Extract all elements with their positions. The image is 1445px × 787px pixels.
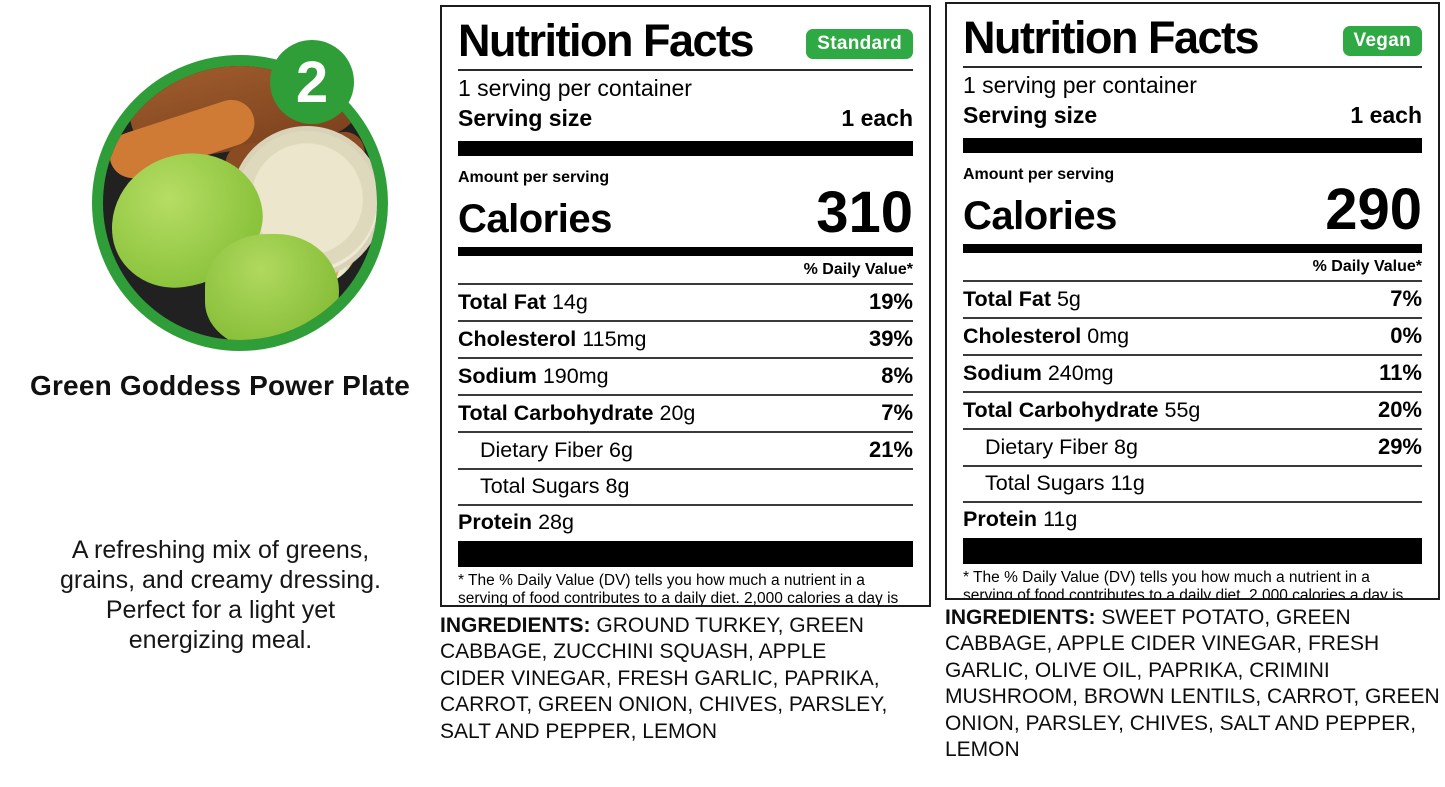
calories-label: Calories — [963, 194, 1117, 238]
nutrient-amount: 6g — [609, 438, 633, 462]
label-title: Nutrition Facts — [963, 12, 1260, 63]
divider-bar — [963, 138, 1422, 153]
serving-size-label: Serving size — [963, 102, 1098, 128]
nutrient-row-carbohydrate: Total Carbohydrate 55g 20% — [963, 393, 1422, 430]
nutrient-row-protein: Protein 28g — [458, 506, 913, 540]
nutrient-amount: 8g — [1114, 435, 1138, 459]
nutrient-dv: 39% — [868, 326, 913, 351]
daily-value-header: % Daily Value* — [963, 253, 1422, 282]
amount-per-serving-label: Amount per serving — [458, 169, 610, 186]
calories-row: Calories 290 — [963, 177, 1422, 242]
nutrition-label-standard: Nutrition Facts Standard 1 serving per c… — [440, 5, 931, 607]
nutrient-row-total-fat: Total Fat 5g 7% — [963, 282, 1422, 319]
nutrient-name: Dietary Fiber — [480, 438, 604, 462]
nutrient-row-sodium: Sodium 190mg 8% — [458, 359, 913, 396]
nutrient-row-sodium: Sodium 240mg 11% — [963, 356, 1422, 393]
nutrient-row-total-sugars: Total Sugars 8g — [458, 470, 913, 506]
ingredients-vegan: INGREDIENTS: SWEET POTATO, GREEN CABBAGE… — [945, 605, 1445, 764]
servings-per-container: 1 serving per container — [963, 72, 1197, 98]
serving-size-value: 1 each — [841, 105, 913, 131]
nutrient-dv: 7% — [881, 400, 913, 425]
nutrient-name: Protein — [963, 507, 1038, 531]
nutrient-name: Cholesterol — [458, 327, 577, 351]
nutrient-dv: 0% — [1390, 323, 1422, 348]
daily-value-header: % Daily Value* — [458, 256, 913, 285]
meal-title: Green Goddess Power Plate — [29, 370, 411, 401]
nutrient-name: Total Fat — [458, 290, 546, 314]
nutrient-dv: 19% — [868, 289, 913, 314]
nutrient-name: Cholesterol — [963, 324, 1082, 348]
serving-size-value: 1 each — [1350, 102, 1422, 128]
nutrient-row-dietary-fiber: Dietary Fiber 6g 21% — [458, 433, 913, 470]
ingredients-label: INGREDIENTS: — [945, 606, 1096, 629]
ingredients-label: INGREDIENTS: — [440, 614, 591, 637]
nutrient-name: Total Carbohydrate — [458, 401, 654, 425]
divider-bar — [458, 141, 913, 156]
nutrient-amount: 11g — [1043, 507, 1078, 531]
nutrient-name: Total Carbohydrate — [963, 398, 1159, 422]
variant-badge-standard: Standard — [806, 28, 913, 59]
nutrient-amount: 20g — [659, 401, 696, 425]
nutrient-row-dietary-fiber: Dietary Fiber 8g 29% — [963, 430, 1422, 467]
nutrition-label-vegan: Nutrition Facts Vegan 1 serving per cont… — [945, 2, 1440, 600]
nutrient-name: Total Sugars — [985, 471, 1105, 495]
meal-number-badge: 2 — [270, 40, 354, 124]
daily-value-footnote: * The % Daily Value (DV) tells you how m… — [458, 572, 899, 607]
label-header: Nutrition Facts Vegan — [963, 15, 1422, 68]
nutrient-row-protein: Protein 11g — [963, 503, 1422, 537]
nutrient-name: Total Fat — [963, 287, 1051, 311]
nutrient-dv: 21% — [868, 437, 913, 462]
ingredients-text: GROUND TURKEY, GREEN CABBAGE, ZUCCHINI S… — [440, 614, 888, 743]
serving-size-row: Serving size 1 each — [963, 99, 1422, 131]
nutrient-name: Sodium — [963, 361, 1042, 385]
divider-bar — [963, 538, 1422, 564]
nutrient-amount: 55g — [1164, 398, 1201, 422]
divider-bar — [458, 247, 913, 256]
serving-size-row: Serving size 1 each — [458, 102, 913, 134]
label-title: Nutrition Facts — [458, 15, 755, 66]
nutrient-name: Sodium — [458, 364, 537, 388]
calories-row: Calories 310 — [458, 180, 913, 245]
nutrient-name: Dietary Fiber — [985, 435, 1109, 459]
nutrient-name: Protein — [458, 510, 533, 534]
nutrient-amount: 240mg — [1047, 361, 1114, 385]
calories-value: 310 — [816, 180, 913, 245]
nutrient-amount: 28g — [538, 510, 574, 534]
nutrient-row-total-sugars: Total Sugars 11g — [963, 467, 1422, 503]
nutrient-dv: 8% — [881, 363, 913, 388]
ingredients-text: SWEET POTATO, GREEN CABBAGE, APPLE CIDER… — [945, 606, 1440, 762]
meal-photo-wrap: 2 — [92, 40, 388, 351]
ingredients-standard: INGREDIENTS: GROUND TURKEY, GREEN CABBAG… — [440, 613, 892, 745]
divider-bar — [458, 541, 913, 567]
label-header: Nutrition Facts Standard — [458, 18, 913, 71]
nutrient-amount: 5g — [1056, 287, 1081, 311]
calories-value: 290 — [1325, 177, 1422, 242]
nutrient-dv: 11% — [1379, 360, 1422, 385]
nutrient-amount: 11g — [1110, 471, 1145, 495]
serving-size-label: Serving size — [458, 105, 593, 131]
nutrient-row-cholesterol: Cholesterol 0mg 0% — [963, 319, 1422, 356]
green-sauce-shape — [205, 234, 339, 340]
servings-per-container: 1 serving per container — [458, 75, 692, 101]
nutrient-amount: 14g — [551, 290, 588, 314]
nutrient-amount: 190mg — [542, 364, 609, 388]
calories-label: Calories — [458, 197, 612, 241]
divider-bar — [963, 244, 1422, 253]
nutrient-row-cholesterol: Cholesterol 115mg 39% — [458, 322, 913, 359]
meal-description: A refreshing mix of greens, grains, and … — [60, 536, 381, 654]
nutrient-row-total-fat: Total Fat 14g 19% — [458, 285, 913, 322]
amount-per-serving-label: Amount per serving — [963, 166, 1115, 183]
nutrient-amount: 115mg — [582, 327, 647, 351]
nutrient-dv: 7% — [1390, 286, 1422, 311]
daily-value-footnote: * The % Daily Value (DV) tells you how m… — [963, 569, 1404, 600]
nutrient-dv: 29% — [1377, 434, 1422, 459]
variant-badge-vegan: Vegan — [1342, 25, 1422, 56]
nutrient-amount: 8g — [605, 474, 630, 498]
nutrient-row-carbohydrate: Total Carbohydrate 20g 7% — [458, 396, 913, 433]
nutrient-amount: 0mg — [1087, 324, 1130, 348]
nutrient-dv: 20% — [1377, 397, 1422, 422]
nutrient-name: Total Sugars — [480, 474, 600, 498]
